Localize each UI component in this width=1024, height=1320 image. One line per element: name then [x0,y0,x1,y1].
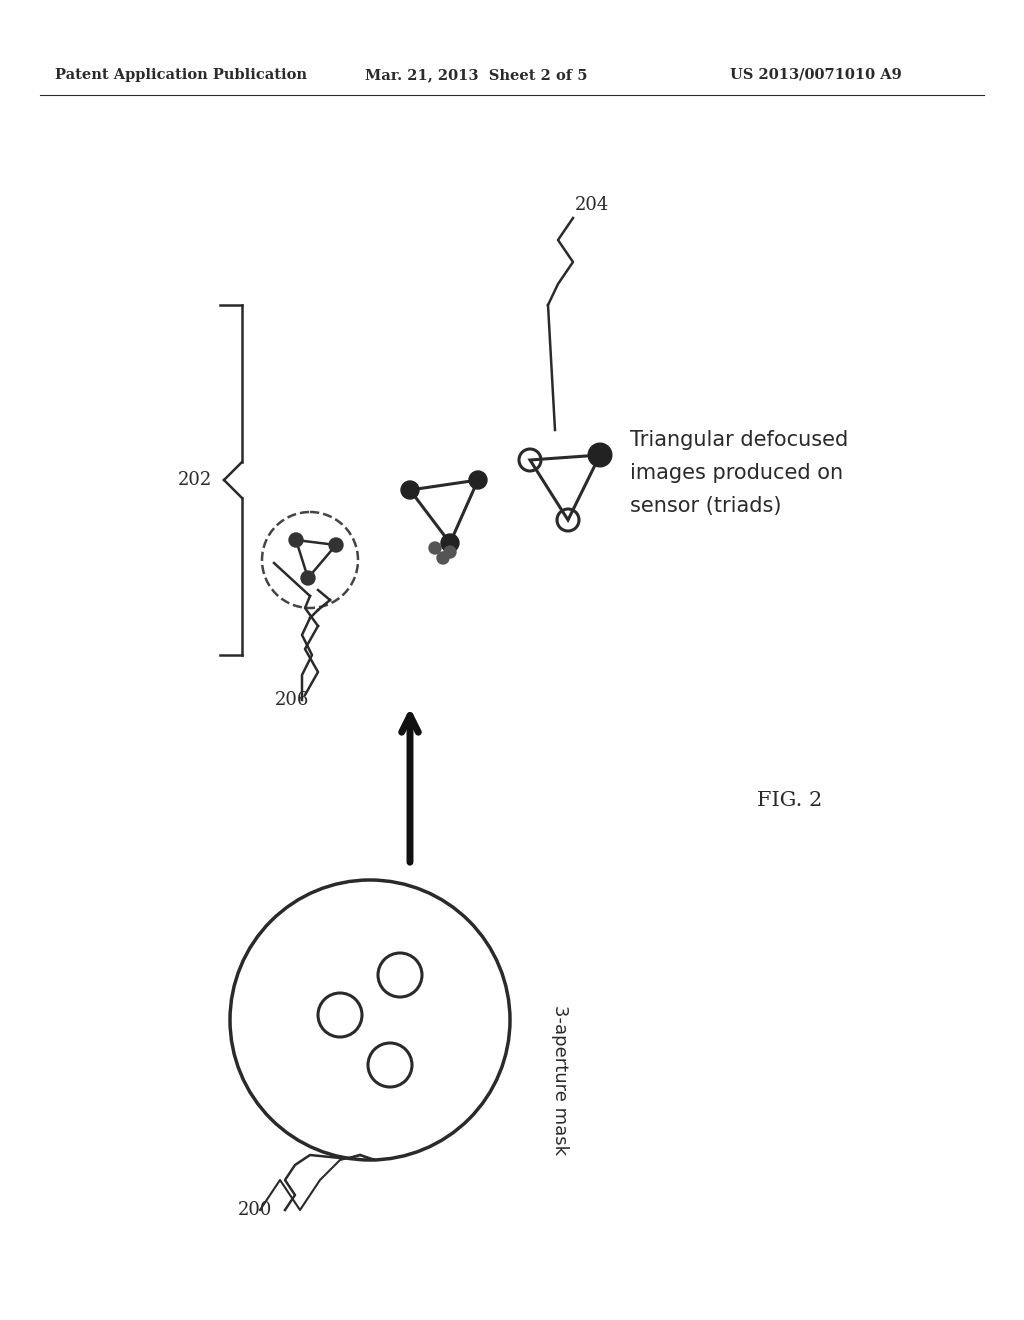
Circle shape [429,543,441,554]
Text: FIG. 2: FIG. 2 [758,791,822,809]
Circle shape [444,546,456,558]
Text: Mar. 21, 2013  Sheet 2 of 5: Mar. 21, 2013 Sheet 2 of 5 [365,69,588,82]
Text: Triangular defocused
images produced on
sensor (triads): Triangular defocused images produced on … [630,430,848,516]
Text: 202: 202 [178,471,212,488]
Text: Patent Application Publication: Patent Application Publication [55,69,307,82]
Circle shape [589,444,611,466]
Circle shape [329,539,343,552]
Text: 3-aperture mask: 3-aperture mask [551,1005,569,1155]
Circle shape [437,552,449,564]
Text: US 2013/0071010 A9: US 2013/0071010 A9 [730,69,902,82]
Text: 200: 200 [238,1201,272,1218]
Circle shape [289,533,303,546]
Circle shape [441,535,459,552]
Circle shape [401,480,419,499]
Text: 206: 206 [275,690,309,709]
Circle shape [469,471,487,488]
Circle shape [301,572,315,585]
Text: 204: 204 [575,195,609,214]
